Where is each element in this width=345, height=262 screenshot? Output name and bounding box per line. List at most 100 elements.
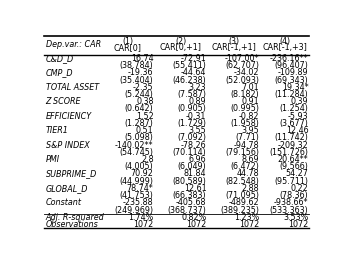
Text: 0.89: 0.89	[189, 97, 206, 106]
Text: -78.26: -78.26	[181, 141, 206, 150]
Text: 1.52: 1.52	[136, 112, 154, 121]
Text: (66.383): (66.383)	[173, 191, 206, 200]
Text: -5.93: -5.93	[288, 112, 308, 121]
Text: 81.84: 81.84	[184, 170, 206, 178]
Text: (368.737): (368.737)	[168, 206, 206, 215]
Text: Z SCORE: Z SCORE	[46, 97, 81, 106]
Text: (3): (3)	[228, 37, 239, 46]
Text: (389.235): (389.235)	[220, 206, 259, 215]
Text: (70.114): (70.114)	[173, 148, 206, 157]
Text: -107.00*: -107.00*	[225, 54, 259, 63]
Text: (1.958): (1.958)	[230, 119, 259, 128]
Text: 0.22: 0.22	[290, 184, 308, 193]
Text: -140.02**: -140.02**	[115, 141, 154, 150]
Text: 1072: 1072	[186, 220, 206, 229]
Text: TIER1: TIER1	[46, 126, 68, 135]
Text: C&D_D: C&D_D	[46, 54, 73, 63]
Text: 1072: 1072	[133, 220, 154, 229]
Text: -209.32: -209.32	[278, 141, 308, 150]
Text: (11.284): (11.284)	[275, 90, 308, 99]
Text: Dep.var.: CAR: Dep.var.: CAR	[46, 40, 101, 49]
Text: 44.78: 44.78	[237, 170, 259, 178]
Text: (1): (1)	[122, 37, 134, 46]
Text: (7.71): (7.71)	[236, 133, 259, 142]
Text: -938.66*: -938.66*	[274, 198, 308, 207]
Text: EFFICIENCY: EFFICIENCY	[46, 112, 92, 121]
Text: Observations: Observations	[46, 220, 98, 229]
Text: -2.35: -2.35	[133, 83, 154, 92]
Text: 6.96: 6.96	[189, 155, 206, 164]
Text: 7.01: 7.01	[242, 83, 259, 92]
Text: (5.244): (5.244)	[125, 90, 154, 99]
Text: (7.092): (7.092)	[177, 133, 206, 142]
Text: (79.156): (79.156)	[225, 148, 259, 157]
Text: -236.16**: -236.16**	[270, 54, 308, 63]
Text: CAR[0,+1]: CAR[0,+1]	[160, 43, 202, 52]
Text: (0.995): (0.995)	[230, 105, 259, 113]
Text: CAR[-1,+1]: CAR[-1,+1]	[211, 43, 256, 52]
Text: -109.89: -109.89	[278, 68, 308, 77]
Text: 0.39: 0.39	[291, 97, 308, 106]
Text: 2.88: 2.88	[242, 184, 259, 193]
Text: (5.098): (5.098)	[125, 133, 154, 142]
Text: 0.82%: 0.82%	[181, 213, 206, 222]
Text: (71.095): (71.095)	[225, 191, 259, 200]
Text: (11.742): (11.742)	[275, 133, 308, 142]
Text: -235.88: -235.88	[123, 198, 154, 207]
Text: 12.61: 12.61	[184, 184, 206, 193]
Text: -94.78: -94.78	[234, 141, 259, 150]
Text: (4.005): (4.005)	[125, 162, 154, 171]
Text: (46.238): (46.238)	[173, 75, 206, 85]
Text: (41.753): (41.753)	[120, 191, 154, 200]
Text: 1072: 1072	[239, 220, 259, 229]
Text: GLOBAL_D: GLOBAL_D	[46, 184, 88, 193]
Text: -44.64: -44.64	[181, 68, 206, 77]
Text: (55.411): (55.411)	[172, 61, 206, 70]
Text: 3.23: 3.23	[189, 83, 206, 92]
Text: (80.589): (80.589)	[172, 177, 206, 186]
Text: CMP_D: CMP_D	[46, 68, 73, 77]
Text: (8.182): (8.182)	[231, 90, 259, 99]
Text: 54.27: 54.27	[285, 170, 308, 178]
Text: (95.711): (95.711)	[274, 177, 308, 186]
Text: PMI: PMI	[46, 155, 60, 164]
Text: 1072: 1072	[288, 220, 308, 229]
Text: -34.02: -34.02	[234, 68, 259, 77]
Text: -19.36: -19.36	[128, 68, 154, 77]
Text: 1.23%: 1.23%	[234, 213, 259, 222]
Text: (9.566): (9.566)	[279, 162, 308, 171]
Text: -489.62: -489.62	[229, 198, 259, 207]
Text: 3.95: 3.95	[241, 126, 259, 135]
Text: (35.404): (35.404)	[120, 75, 154, 85]
Text: (54.745): (54.745)	[119, 148, 154, 157]
Text: 19.34*: 19.34*	[282, 83, 308, 92]
Text: (2): (2)	[175, 37, 186, 46]
Text: 1.74%: 1.74%	[128, 213, 154, 222]
Text: 3.53%: 3.53%	[283, 213, 308, 222]
Text: (3.677): (3.677)	[279, 119, 308, 128]
Text: (82.548): (82.548)	[226, 177, 259, 186]
Text: (151.726): (151.726)	[269, 148, 308, 157]
Text: -0.82: -0.82	[239, 112, 259, 121]
Text: (1.287): (1.287)	[125, 119, 154, 128]
Text: S&P INDEX: S&P INDEX	[46, 141, 89, 150]
Text: 3.55: 3.55	[189, 126, 206, 135]
Text: (6.472): (6.472)	[230, 162, 259, 171]
Text: 78.74*: 78.74*	[127, 184, 154, 193]
Text: TOTAL ASSET: TOTAL ASSET	[46, 83, 99, 92]
Text: CAR[-1,+3]: CAR[-1,+3]	[262, 43, 307, 52]
Text: (0.642): (0.642)	[125, 105, 154, 113]
Text: -0.31: -0.31	[186, 112, 206, 121]
Text: 2.8: 2.8	[141, 155, 154, 164]
Text: -72.91: -72.91	[181, 54, 206, 63]
Text: 70.92: 70.92	[131, 170, 154, 178]
Text: -405.68: -405.68	[176, 198, 206, 207]
Text: 8.69: 8.69	[242, 155, 259, 164]
Text: 0.91: 0.91	[242, 97, 259, 106]
Text: (96.407): (96.407)	[275, 61, 308, 70]
Text: (7.587): (7.587)	[177, 90, 206, 99]
Text: 0.51: 0.51	[136, 126, 154, 135]
Text: (62.707): (62.707)	[225, 61, 259, 70]
Text: (78.36): (78.36)	[279, 191, 308, 200]
Text: 12.46: 12.46	[286, 126, 308, 135]
